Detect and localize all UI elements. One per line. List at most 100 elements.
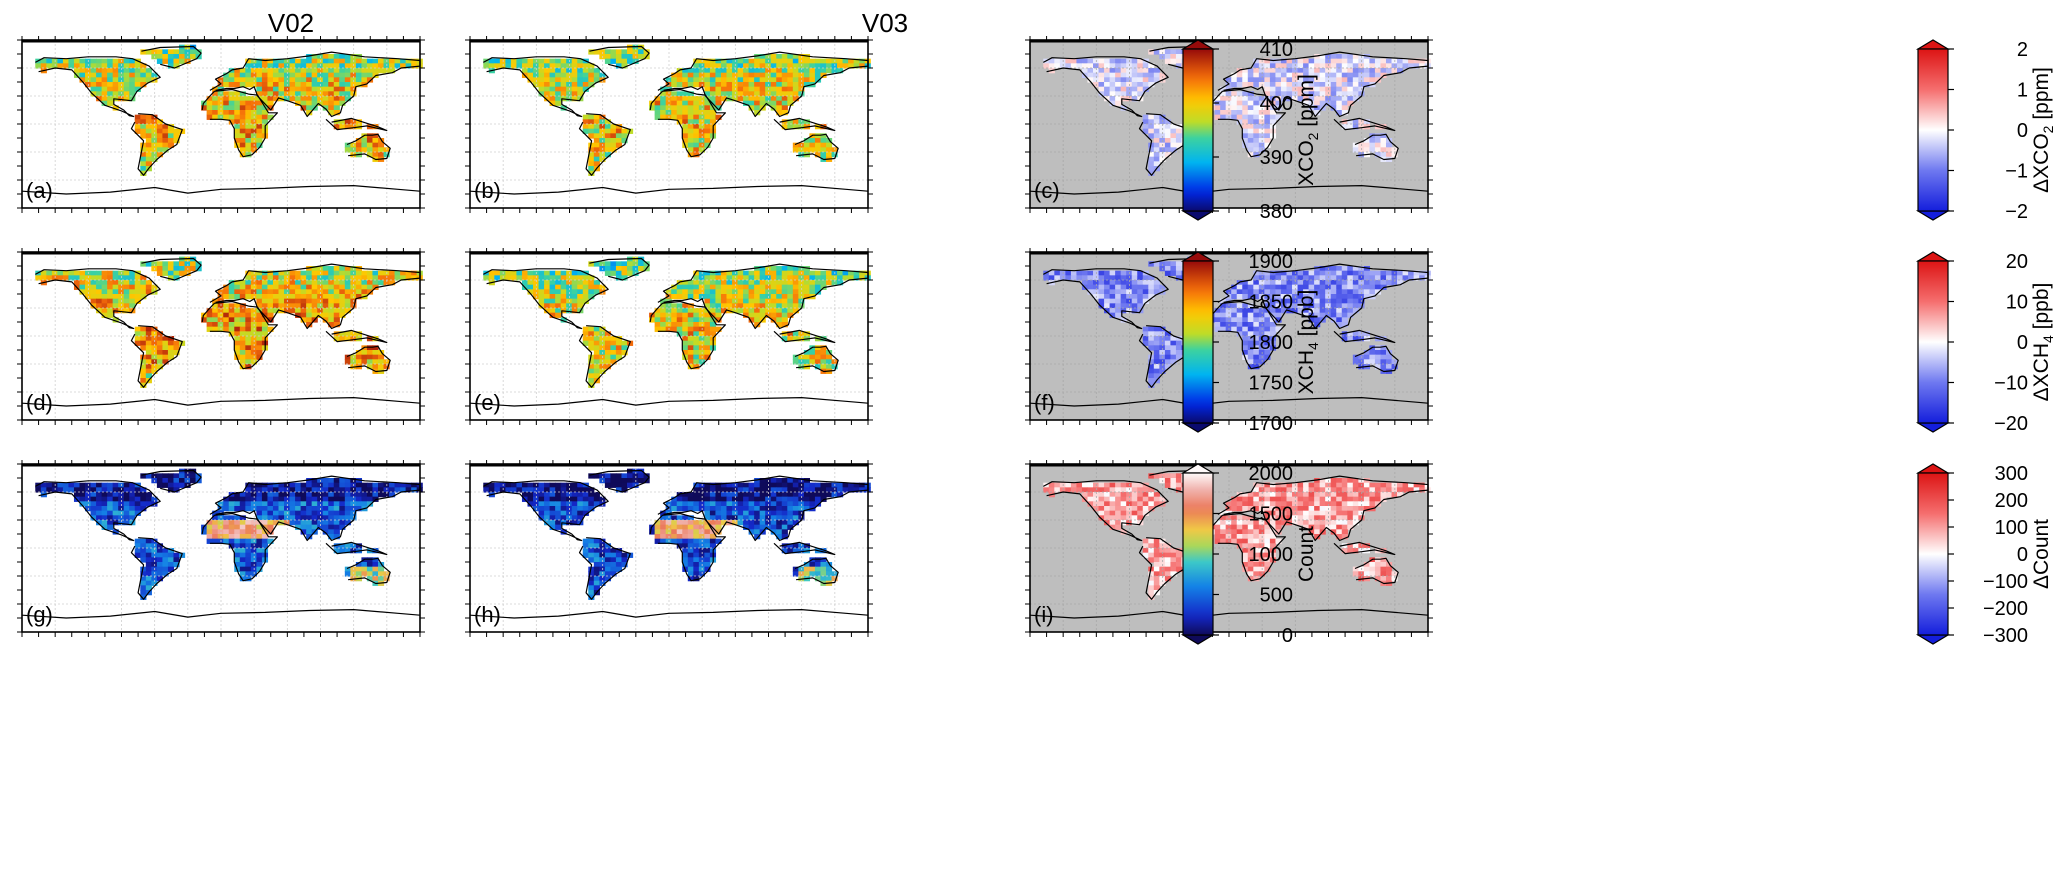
data-cell bbox=[135, 289, 141, 294]
data-cell bbox=[1403, 59, 1409, 64]
data-cell bbox=[1215, 110, 1221, 115]
data-cell bbox=[295, 511, 301, 516]
data-cell bbox=[339, 271, 345, 276]
data-cell bbox=[704, 87, 710, 92]
data-cell bbox=[361, 77, 367, 82]
data-cell bbox=[339, 280, 345, 285]
data-cell bbox=[240, 336, 246, 341]
data-cell bbox=[91, 280, 97, 285]
data-cell bbox=[1121, 289, 1127, 294]
data-cell bbox=[102, 82, 108, 87]
data-cell bbox=[1121, 59, 1127, 64]
data-cell bbox=[96, 77, 102, 82]
data-cell bbox=[1143, 285, 1149, 290]
data-cell bbox=[361, 497, 367, 502]
data-cell bbox=[328, 105, 334, 110]
data-cell bbox=[146, 124, 152, 129]
data-cell bbox=[323, 77, 329, 82]
data-cell bbox=[743, 82, 749, 87]
data-cell bbox=[157, 54, 163, 59]
data-cell bbox=[306, 492, 312, 497]
data-cell bbox=[682, 308, 688, 313]
data-cell bbox=[1242, 133, 1248, 138]
data-cell bbox=[1137, 294, 1143, 299]
data-cell bbox=[787, 96, 793, 101]
data-cell bbox=[256, 82, 262, 87]
data-cell bbox=[245, 68, 251, 73]
data-cell bbox=[688, 313, 694, 318]
data-cell bbox=[79, 59, 85, 64]
data-cell bbox=[245, 285, 251, 290]
data-cell bbox=[1082, 271, 1088, 276]
data-cell bbox=[1342, 317, 1348, 322]
data-cell bbox=[1270, 285, 1276, 290]
data-cell bbox=[168, 266, 174, 271]
data-cell bbox=[826, 152, 832, 157]
data-cell bbox=[1248, 110, 1254, 115]
data-cell bbox=[356, 143, 362, 148]
data-cell bbox=[826, 143, 832, 148]
data-cell bbox=[710, 327, 716, 332]
data-cell bbox=[710, 299, 716, 304]
data-cell bbox=[146, 553, 152, 558]
data-cell bbox=[107, 77, 113, 82]
data-cell bbox=[345, 501, 351, 506]
data-cell bbox=[1165, 355, 1171, 360]
data-cell bbox=[820, 143, 826, 148]
data-cell bbox=[295, 294, 301, 299]
data-cell bbox=[162, 350, 168, 355]
data-cell bbox=[1104, 271, 1110, 276]
data-cell bbox=[588, 369, 594, 374]
data-cell bbox=[157, 271, 163, 276]
data-cell bbox=[1143, 327, 1149, 332]
data-cell bbox=[267, 299, 273, 304]
data-cell bbox=[804, 77, 810, 82]
data-cell bbox=[361, 143, 367, 148]
data-cell bbox=[140, 378, 146, 383]
data-cell bbox=[1331, 96, 1337, 101]
data-cell bbox=[677, 322, 683, 327]
data-cell bbox=[306, 529, 312, 534]
data-cell bbox=[771, 77, 777, 82]
data-cell bbox=[660, 101, 666, 106]
data-cell bbox=[754, 299, 760, 304]
data-cell bbox=[339, 492, 345, 497]
data-cell bbox=[91, 77, 97, 82]
data-cell bbox=[1148, 166, 1154, 171]
data-cell bbox=[1165, 261, 1171, 266]
data-cell bbox=[91, 299, 97, 304]
data-cell bbox=[124, 285, 130, 290]
data-cell bbox=[616, 345, 622, 350]
data-cell bbox=[1170, 261, 1176, 266]
data-cell bbox=[234, 322, 240, 327]
data-cell bbox=[1303, 280, 1309, 285]
data-cell bbox=[361, 501, 367, 506]
data-cell bbox=[1099, 82, 1105, 87]
data-cell bbox=[1137, 68, 1143, 73]
data-cell bbox=[140, 548, 146, 553]
data-cell bbox=[245, 115, 251, 120]
data-cell bbox=[1281, 82, 1287, 87]
data-cell bbox=[721, 73, 727, 78]
data-cell bbox=[328, 511, 334, 516]
data-cell bbox=[223, 294, 229, 299]
data-cell bbox=[140, 553, 146, 558]
data-cell bbox=[1320, 77, 1326, 82]
data-cell bbox=[339, 68, 345, 73]
data-cell bbox=[1336, 266, 1342, 271]
data-cell bbox=[57, 59, 63, 64]
data-cell bbox=[229, 101, 235, 106]
data-cell bbox=[561, 59, 567, 64]
data-cell bbox=[367, 355, 373, 360]
data-cell bbox=[539, 285, 545, 290]
data-cell bbox=[256, 68, 262, 73]
data-cell bbox=[826, 59, 832, 64]
data-cell bbox=[754, 289, 760, 294]
data-cell bbox=[301, 294, 307, 299]
data-cell bbox=[273, 506, 279, 511]
data-cell bbox=[1248, 138, 1254, 143]
data-cell bbox=[1336, 294, 1342, 299]
data-cell bbox=[809, 271, 815, 276]
data-cell bbox=[1104, 299, 1110, 304]
data-cell bbox=[1320, 289, 1326, 294]
